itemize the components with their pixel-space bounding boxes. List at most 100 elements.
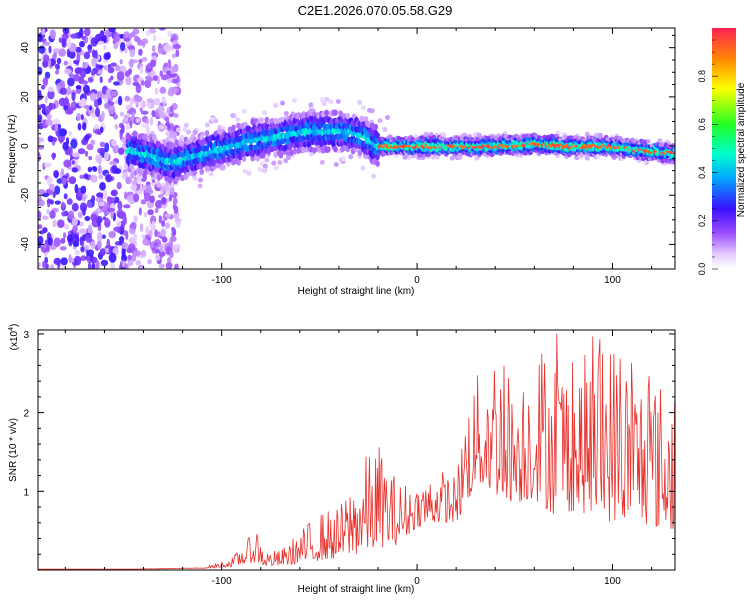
spectrogram-cell [292,148,298,155]
spectrogram-cell [130,171,135,179]
spectrogram-cell [87,262,92,269]
spectrogram-cell [158,112,166,119]
spectrogram-cell [107,104,116,115]
spectrogram-cell [333,109,338,116]
spectrogram-cell [104,151,109,161]
spectrogram-cell [151,45,156,53]
spectrogram-cell [44,95,48,104]
spectrogram-cell [103,53,110,60]
spectrogram-cell [324,96,330,102]
spectrogram-cell [52,152,56,161]
spectrogram-cell [90,241,96,249]
spectrogram-cell [135,102,139,108]
spectrogram-cell [171,226,175,233]
spectrogram-cell [98,174,104,180]
spectrogram-cell [147,259,152,265]
spectrogram-cell [545,135,551,140]
spectrogram-cell [109,160,117,166]
spectrogram-cell [96,216,103,224]
spectrogram-cell [103,64,108,71]
spectrogram-cell [174,139,180,147]
spectrogram-cell [47,90,55,100]
spectrogram-cell [159,244,163,253]
spectrogram-cell [72,74,81,82]
spectrogram-cell [129,47,136,58]
spectrogram-cell [132,130,138,137]
spectrogram-cell [166,70,171,76]
spectrogram-cell [52,191,56,198]
spectrogram-cell [567,152,572,158]
spectrogram-cell [537,135,542,140]
spectrogram-cell [61,201,65,210]
spectrogram-cell [172,244,179,253]
spectrogram-cell [192,169,197,176]
spectrogram-cell [139,265,143,269]
spectrogram-cell [164,175,169,182]
spectrogram-cell [90,37,98,47]
spectrogram-cell [135,95,143,103]
spectrogram-cell [55,69,60,75]
spectrogram-cell [183,122,189,128]
spectrogram-cell [90,70,96,76]
spectrogram-cell [235,117,241,123]
spectrogram-cell [152,75,158,81]
spectrogram-cell [38,34,43,43]
spectrogram-cell [119,212,125,219]
spectrogram-cell [126,113,130,118]
spectrogram-cell [68,254,72,264]
spectrogram-cell [101,234,107,239]
spectrogram-cell [103,44,107,50]
colorbar-tick-label: 0.8 [697,70,707,83]
spectrogram-cell [255,155,261,162]
colorbar-tick-label: 0.0 [697,263,707,276]
spectrogram-cell [180,141,185,148]
colorbar-tick-label: 0.6 [697,118,707,131]
spectrogram-cell [38,235,44,245]
spectrogram-cell [70,33,78,39]
spectrogram-cell [58,128,67,137]
spectrogram-cell [510,151,516,156]
spectrogram-cell [289,149,294,156]
spectrogram-cell [96,239,102,250]
spectrogram-cell [155,199,163,209]
spectrogram-cell [168,133,174,139]
spectrogram-cell [241,155,247,162]
spectrogram-cell [52,48,61,54]
spectrogram-cell [131,180,137,185]
spectrogram-cell [119,59,123,65]
spectrogram-cell [38,136,42,143]
spectrogram-cell [104,142,110,153]
spectrogram-cell [95,107,100,118]
spectrogram-cell [110,261,115,269]
spectrogram-cell [135,118,141,123]
spectrogram-cell [345,112,351,120]
spectrogram-cell [283,158,289,164]
spectrogram-cell [70,138,78,149]
spectrogram-cell [95,63,99,73]
spectrogram-cell [42,261,46,269]
spectrogram-cell [125,76,132,86]
spectrogram-cell [161,236,168,243]
spectrogram-cell [175,220,181,228]
spectrogram-cell [91,262,96,269]
spectrogram-cell [63,159,72,168]
spectrogram-cell [324,109,329,117]
spectrogram-cell [257,166,263,172]
spectrogram-cell [49,210,56,219]
spectrogram-cell [59,246,67,251]
spectrogram-cell [359,115,365,123]
spectrogram-cell [60,168,64,176]
spectrogram-cell [646,139,651,144]
spectrogram-cell [231,159,236,166]
spectrogram-cell [259,117,264,124]
spectrogram-cell [84,28,91,37]
spectrogram-cell [79,69,87,78]
spectrogram-cell [38,45,46,54]
spectrogram-cell [163,62,168,68]
spectrogram-cell [73,59,79,65]
snr-xtick-label: 100 [604,576,621,587]
spectrogram-cell [449,155,455,161]
spectrogram-cell [83,84,90,94]
spectrogram-cell [71,160,76,165]
spectrogram-cell [161,96,166,102]
